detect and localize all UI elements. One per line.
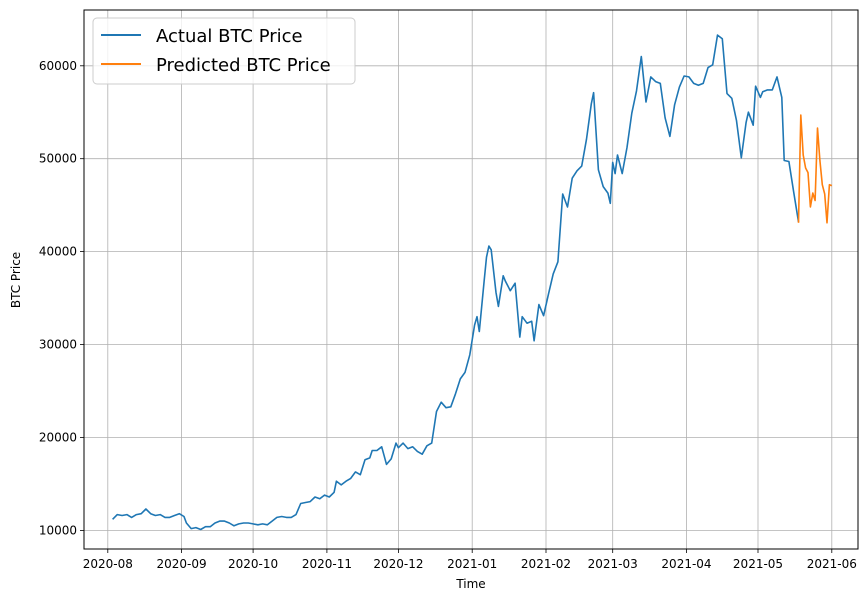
x-tick-label: 2021-05 [733, 557, 783, 571]
x-tick-label: 2020-10 [228, 557, 278, 571]
legend-label-predicted: Predicted BTC Price [156, 55, 331, 76]
plot-frame [83, 9, 859, 550]
legend: Actual BTC Price Predicted BTC Price [92, 17, 356, 85]
legend-label-actual: Actual BTC Price [156, 26, 303, 47]
data-series [112, 34, 833, 531]
x-tick-label: 2020-08 [83, 557, 133, 571]
y-tick-label: 60000 [39, 59, 77, 73]
x-axis-label: Time [455, 577, 485, 591]
y-axis-ticks: 10000 20000 30000 40000 50000 60000 [39, 59, 84, 537]
x-tick-label: 2021-03 [588, 557, 638, 571]
x-tick-label: 2021-02 [521, 557, 571, 571]
y-axis-label: BTC Price [9, 252, 23, 308]
y-tick-label: 40000 [39, 245, 77, 259]
x-tick-label: 2021-04 [661, 557, 711, 571]
x-tick-label: 2020-11 [302, 557, 352, 571]
x-axis-ticks: 2020-08 2020-09 2020-10 2020-11 2020-12 2021-… [83, 549, 857, 571]
x-tick-label: 2020-12 [373, 557, 423, 571]
legend-box [92, 17, 356, 85]
y-tick-label: 30000 [39, 338, 77, 352]
y-tick-label: 20000 [39, 431, 77, 445]
x-tick-label: 2021-06 [807, 557, 857, 571]
series-line-actual [112, 34, 800, 531]
y-tick-label: 50000 [39, 152, 77, 166]
y-tick-label: 10000 [39, 523, 77, 537]
x-tick-label: 2021-01 [447, 557, 497, 571]
plot-background [84, 10, 858, 549]
x-tick-label: 2020-09 [157, 557, 207, 571]
series-line-predicted [797, 114, 833, 224]
